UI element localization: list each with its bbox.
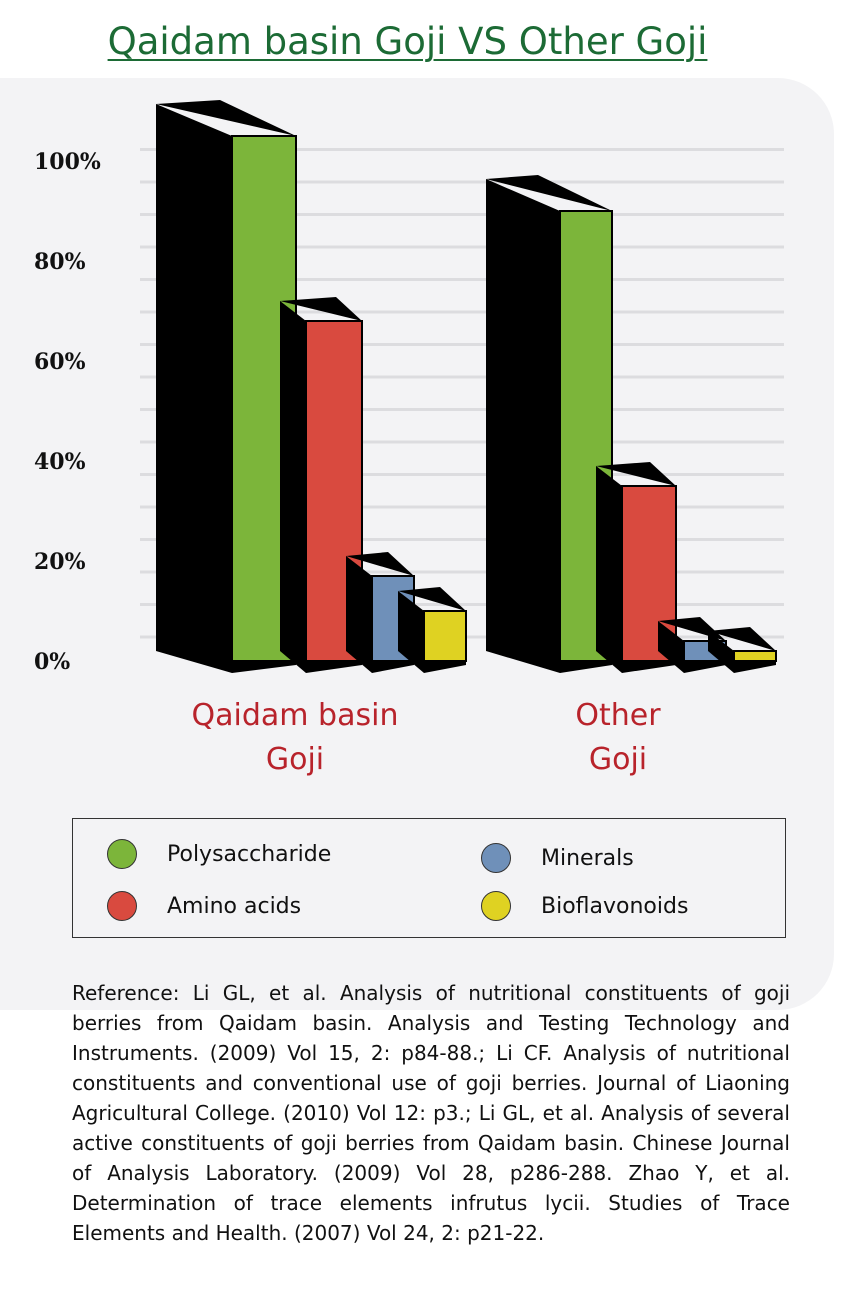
legend-label-minerals: Minerals — [541, 845, 634, 871]
legend-item-minerals: Minerals — [481, 843, 634, 873]
y-tick-label: 60% — [34, 349, 86, 375]
bar-qaidam-basin-goji-bioflavonoids — [423, 610, 467, 662]
y-tick-label: 0% — [34, 649, 70, 675]
x-category-label: Other — [575, 698, 661, 733]
y-tick-label: 100% — [34, 149, 101, 175]
legend-item-bioflavonoids: Bioflavonoids — [481, 891, 688, 921]
bar-chart: 0% 20% 40% 60% 80% 100% Qaidam basin Goji Other G… — [34, 100, 784, 777]
x-category-label: Goji — [589, 742, 647, 777]
bar-top-polysaccharide — [156, 100, 296, 136]
legend-label-amino-acids: Amino acids — [167, 893, 302, 919]
bar-top-minerals — [346, 552, 414, 576]
legend-label-bioflavonoids: Bioflavonoids — [541, 893, 689, 919]
legend-swatch-bioflavonoids — [481, 891, 511, 921]
x-category-label: Goji — [266, 742, 324, 777]
y-tick-label: 40% — [34, 449, 86, 475]
legend-item-amino-acids: Amino acids — [107, 891, 301, 921]
bar-top-amino-acids — [596, 462, 676, 486]
legend-swatch-minerals — [481, 843, 511, 873]
x-category-label: Qaidam basin — [192, 698, 399, 733]
legend-item-polysaccharide: Polysaccharide — [107, 839, 331, 869]
bar-top-bioflavonoids — [708, 627, 776, 651]
bar-other-goji-bioflavonoids — [733, 650, 777, 662]
legend: Polysaccharide Amino acids Minerals Biof… — [72, 818, 786, 938]
bar-top-amino-acids — [280, 297, 362, 321]
legend-swatch-amino-acids — [107, 891, 137, 921]
chart-title: Qaidam basin Goji VS Other Goji — [107, 20, 708, 63]
legend-label-polysaccharide: Polysaccharide — [167, 841, 332, 867]
legend-swatch-polysaccharide — [107, 839, 137, 869]
y-tick-label: 20% — [34, 549, 86, 575]
bar-top-polysaccharide — [486, 175, 612, 211]
reference-text: Reference: Li GL, et al. Analysis of nut… — [72, 981, 790, 1245]
bar-top-bioflavonoids — [398, 587, 466, 611]
y-tick-label: 80% — [34, 249, 86, 275]
